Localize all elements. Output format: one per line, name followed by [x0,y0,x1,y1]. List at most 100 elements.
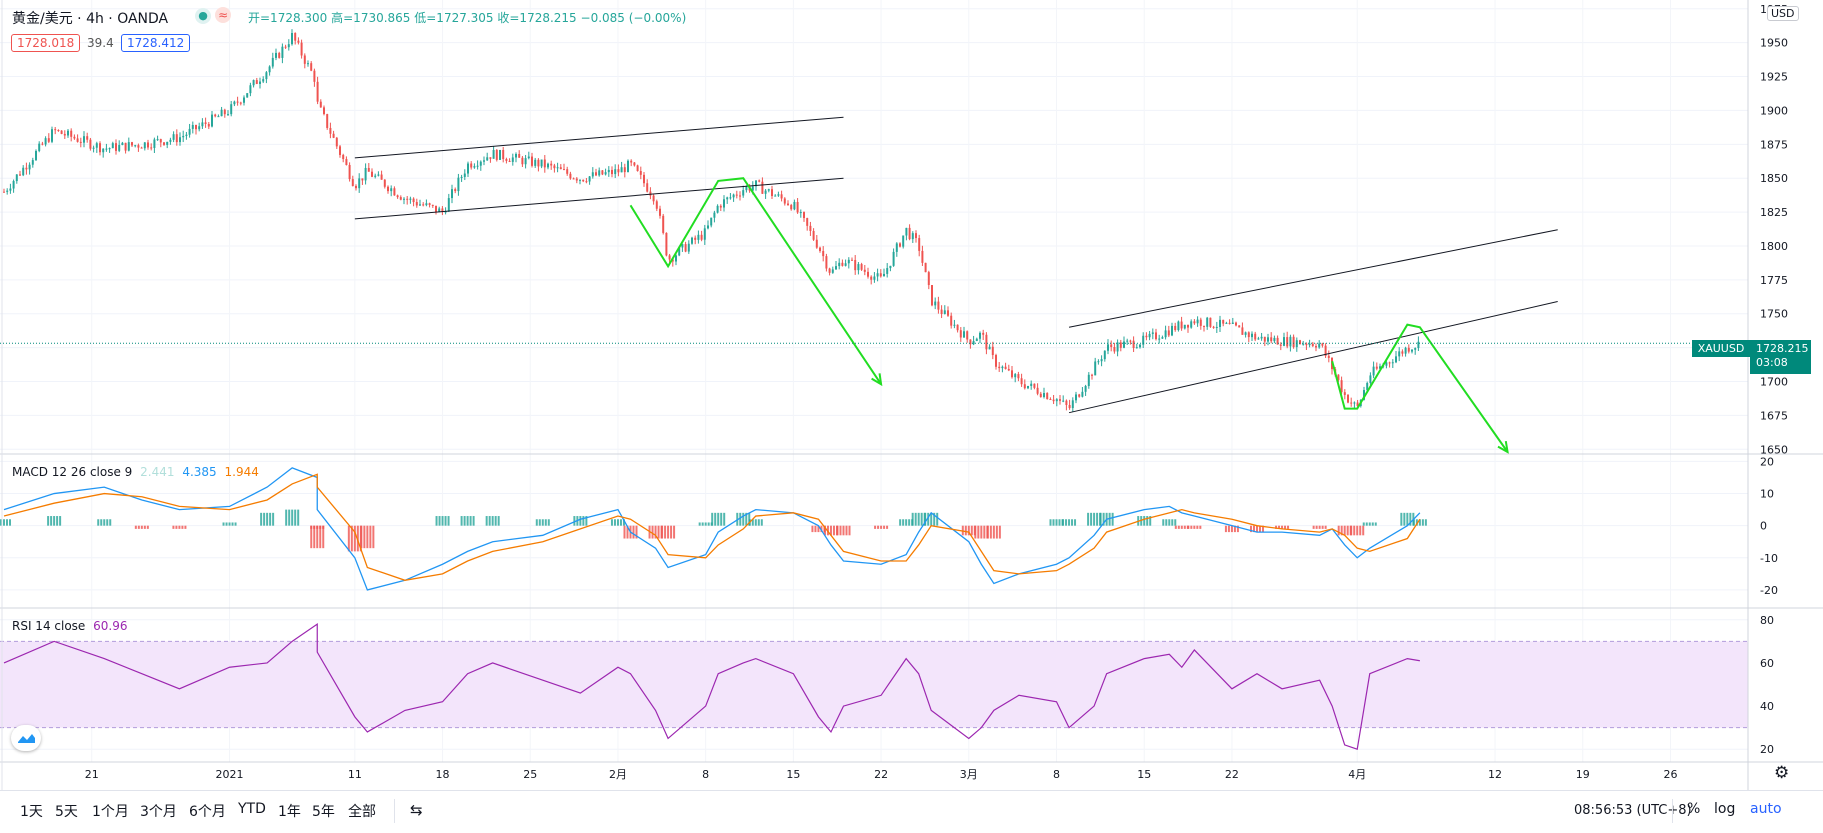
candle-body [57,130,60,132]
candle-body [739,195,741,197]
candle-body [1103,350,1106,360]
candle-body [358,178,361,189]
candle-body [182,135,185,138]
candle-body [732,194,735,198]
candle-body [550,163,553,166]
candle-body [1372,366,1375,376]
candle-body [998,366,1001,369]
candle-body [828,268,831,273]
clock-time[interactable]: 08:56:53 (UTC+8) [1574,803,1692,818]
candle-body [895,243,898,252]
candle-body [1071,400,1074,409]
candle-body [876,273,879,277]
candle-body [1318,343,1321,348]
macd-legend[interactable]: MACD 12 26 close 9 2.441 4.385 1.944 [12,465,259,479]
candle-body [1011,370,1013,378]
range-6m[interactable]: 6个月 [189,804,226,820]
time-tick-label: 3月 [960,768,978,781]
candle-body [518,153,521,158]
price-axis-tick-label: 1750 [1760,308,1788,321]
candle-body [1299,340,1301,345]
log-toggle[interactable]: log [1714,801,1736,817]
candle-body [675,255,677,262]
candle-body [851,259,853,261]
time-tick-label: 11 [348,768,362,781]
candle-body [623,167,626,173]
rsi-pane [0,622,1748,751]
candle-body [1267,337,1269,342]
ask-price[interactable]: 1728.412 [121,34,191,52]
candle-body [191,124,194,129]
range-1y[interactable]: 1年 [278,804,301,820]
candle-body [1078,394,1081,397]
range-ytd[interactable]: YTD [238,801,266,817]
candle-body [1401,351,1404,354]
candle-body [387,186,389,192]
range-5y[interactable]: 5年 [312,804,335,820]
tradingview-logo[interactable] [11,725,41,751]
range-5d[interactable]: 5天 [55,804,78,820]
candle-body [1030,383,1033,386]
candle-body [959,330,962,338]
candle-body [1379,366,1381,369]
range-3m[interactable]: 3个月 [140,804,177,820]
candle-body [1289,336,1292,347]
ticker-label: XAUUSD [1692,340,1750,357]
rsi-line [3,622,1420,751]
candle-body [1107,344,1109,351]
candle-body [115,143,117,151]
candle-body [179,137,181,143]
candle-body [6,190,9,192]
indicator-toggle-icons[interactable]: ● ≈ [195,7,232,24]
percent-toggle[interactable]: % [1687,801,1701,817]
candle-body [217,116,220,118]
arrow-head-4 [871,373,883,387]
candle-body [822,250,825,257]
candle-body [1132,340,1135,349]
candle-body [233,101,236,105]
candle-body [35,150,37,161]
settings-gear-icon[interactable]: ⚙ [1774,763,1790,783]
toolbar-divider [394,799,395,823]
candle-body [803,212,805,219]
candle-body [1327,355,1330,358]
candle-body [511,157,514,162]
candle-body [380,174,383,180]
symbol-title[interactable]: 黄金/美元 · 4h · OANDA [12,11,169,27]
currency-badge[interactable]: USD [1767,6,1799,21]
candle-body [947,310,949,316]
candle-body [99,143,101,153]
candle-body [515,153,517,158]
candle-body [745,186,748,191]
candle-body [121,142,124,146]
range-all[interactable]: 全部 [348,804,376,820]
bid-price[interactable]: 1728.018 [11,34,81,52]
range-1d[interactable]: 1天 [20,804,43,820]
rsi-legend[interactable]: RSI 14 close 60.96 [12,619,128,633]
range-1m[interactable]: 1个月 [92,804,129,820]
candle-body [1311,343,1314,347]
candle-body [1196,319,1199,324]
candle-body [1023,384,1026,389]
candle-body [819,247,821,251]
candle-body [28,164,31,170]
candle-body [390,188,393,192]
candle-body [364,167,367,181]
candle-body [505,159,508,161]
candle-body [751,186,754,191]
candle-body [150,147,153,149]
candle-body [886,268,889,274]
candle-body [1062,400,1065,402]
candle-body [1305,343,1308,346]
bar-countdown: 03:08 [1756,356,1788,369]
auto-toggle[interactable]: auto [1750,801,1782,817]
candle-body [1238,325,1241,328]
candle-body [25,167,28,170]
candle-body [639,171,642,175]
calendar-range-icon[interactable]: ⇆ [410,801,423,819]
candle-body [726,197,729,200]
candle-body [940,309,943,315]
chart-canvas[interactable]: 1650167517001725175017751800182518501875… [0,0,1823,790]
price-axis-tick-label: 1825 [1760,206,1788,219]
candle-body [1324,345,1327,356]
